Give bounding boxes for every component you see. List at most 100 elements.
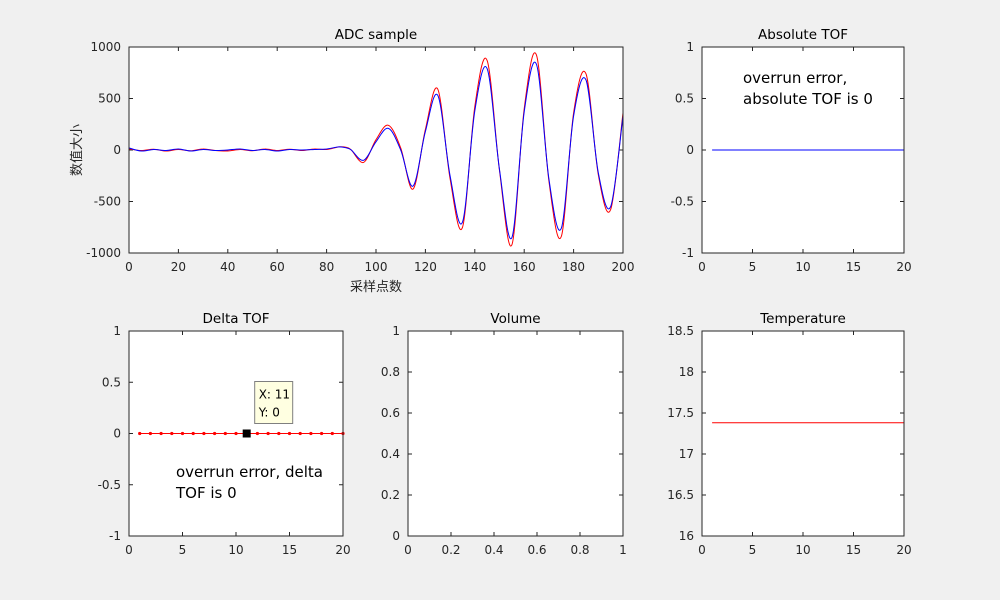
axes-absolute-tof: Absolute TOF 0 5 10 15 20 1 0.5 0 -0.5 -1 overrun e… [671,27,912,274]
y-tick-label: 1 [686,40,694,54]
axes-title: Delta TOF [203,311,270,327]
axes-border [407,330,624,537]
datatip-box [254,381,294,424]
data-point [223,431,227,436]
series-line-2 [128,61,624,240]
x-tick-label: 60 [270,260,285,274]
y-tick-label: 500 [98,92,121,106]
x-tick-label: 0 [125,260,133,274]
axes-title: ADC sample [335,27,417,43]
y-axis-label: 数值大小 [69,124,85,176]
y-tick-label: 1 [392,324,400,338]
annotation-line-1: overrun error, delta [176,463,323,481]
x-tick-label: 15 [846,543,861,557]
x-axis-label: 采样点数 [350,280,402,295]
x-tick-label: 100 [365,260,388,274]
y-tick-label: 0 [686,143,694,157]
y-tick-label: 1000 [90,40,121,54]
data-point [255,431,259,436]
x-tick-label: 5 [749,543,757,557]
data-point [213,431,217,436]
x-tick-label: 0 [404,543,412,557]
data-point [234,431,238,436]
x-tick-label: 20 [335,543,350,557]
data-point [266,431,270,436]
x-tick-label: 0 [698,543,706,557]
data-point [309,431,313,436]
data-point [191,431,195,436]
y-tick-label: -0.5 [98,478,121,492]
y-tick-label: 0 [113,143,121,157]
data-point [138,431,142,436]
x-tick-label: 20 [896,543,911,557]
axes-title: Volume [490,311,540,327]
y-tick-label: 0 [113,427,121,441]
axes-background [702,331,904,536]
annotation-line-2: absolute TOF is 0 [743,90,873,108]
axes-title: Absolute TOF [758,27,848,43]
x-tick-label: 15 [846,260,861,274]
y-tick-label: 0.8 [381,365,400,379]
x-tick-label: 0 [125,543,133,557]
y-tick-label: 0.4 [381,447,400,461]
y-tick-label: -1 [682,246,694,260]
axes-title: Temperature [759,311,846,327]
x-tick-label: 0.4 [484,543,503,557]
x-tick-label: 0 [698,260,706,274]
y-tick-label: 0.5 [102,375,121,389]
y-tick-label: 17.5 [667,406,694,420]
datatip-x: X: 11 [259,388,290,402]
axes-border [701,46,905,254]
data-point [298,431,302,436]
x-tick-label: 0.2 [441,543,460,557]
data-point [159,431,163,436]
y-tick-label: 0.6 [381,406,400,420]
axes-volume: Volume 0 0.2 0.4 0.6 0.8 1 1 0.8 0.6 0.4 0.2 0 [381,311,627,557]
y-tick-label: 0.5 [675,92,694,106]
data-point [202,431,206,436]
x-tick-label: 10 [795,260,810,274]
y-tick-label: 17 [679,447,694,461]
y-tick-label: 16 [679,529,694,543]
x-tick-label: 40 [220,260,235,274]
data-point [320,431,324,436]
axes-border [128,330,344,537]
data-point [287,431,292,436]
x-tick-label: 200 [612,260,635,274]
x-tick-label: 0.8 [570,543,589,557]
x-tick-label: 1 [619,543,627,557]
axes-border [701,330,905,537]
y-tick-label: 18 [679,365,694,379]
x-tick-label: 80 [319,260,334,274]
y-tick-label: -1000 [86,246,121,260]
x-tick-label: 20 [171,260,186,274]
y-tick-label: 0 [392,529,400,543]
axes-temperature: Temperature 0 5 10 15 20 18.5 18 17.5 17 16.5 16 [667,311,911,557]
x-tick-label: 140 [463,260,486,274]
x-tick-label: 20 [896,260,911,274]
x-tick-label: 10 [228,543,243,557]
data-point [148,431,152,436]
y-tick-label: -500 [94,195,121,209]
axes-border [128,46,624,254]
annotation-line-2: TOF is 0 [175,484,237,502]
y-tick-label: 1 [113,324,121,338]
y-tick-label: 16.5 [667,488,694,502]
data-point [180,431,185,436]
axes-delta-tof: Delta TOF 0 5 10 15 20 1 0.5 0 -0.5 -1 X: 11 Y: 0 ove… [98,311,351,557]
x-tick-label: 0.6 [527,543,546,557]
axes-background [408,331,623,536]
data-point [277,431,281,436]
x-tick-label: 10 [795,543,810,557]
x-tick-label: 15 [282,543,297,557]
datatip-y: Y: 0 [258,406,280,420]
annotation-line-1: overrun error, [743,69,847,87]
x-tick-label: 5 [749,260,757,274]
x-tick-label: 180 [562,260,585,274]
x-tick-label: 5 [179,543,187,557]
y-tick-label: -1 [109,529,121,543]
y-tick-label: 0.2 [381,488,400,502]
x-tick-label: 160 [513,260,536,274]
y-tick-label: -0.5 [671,195,694,209]
